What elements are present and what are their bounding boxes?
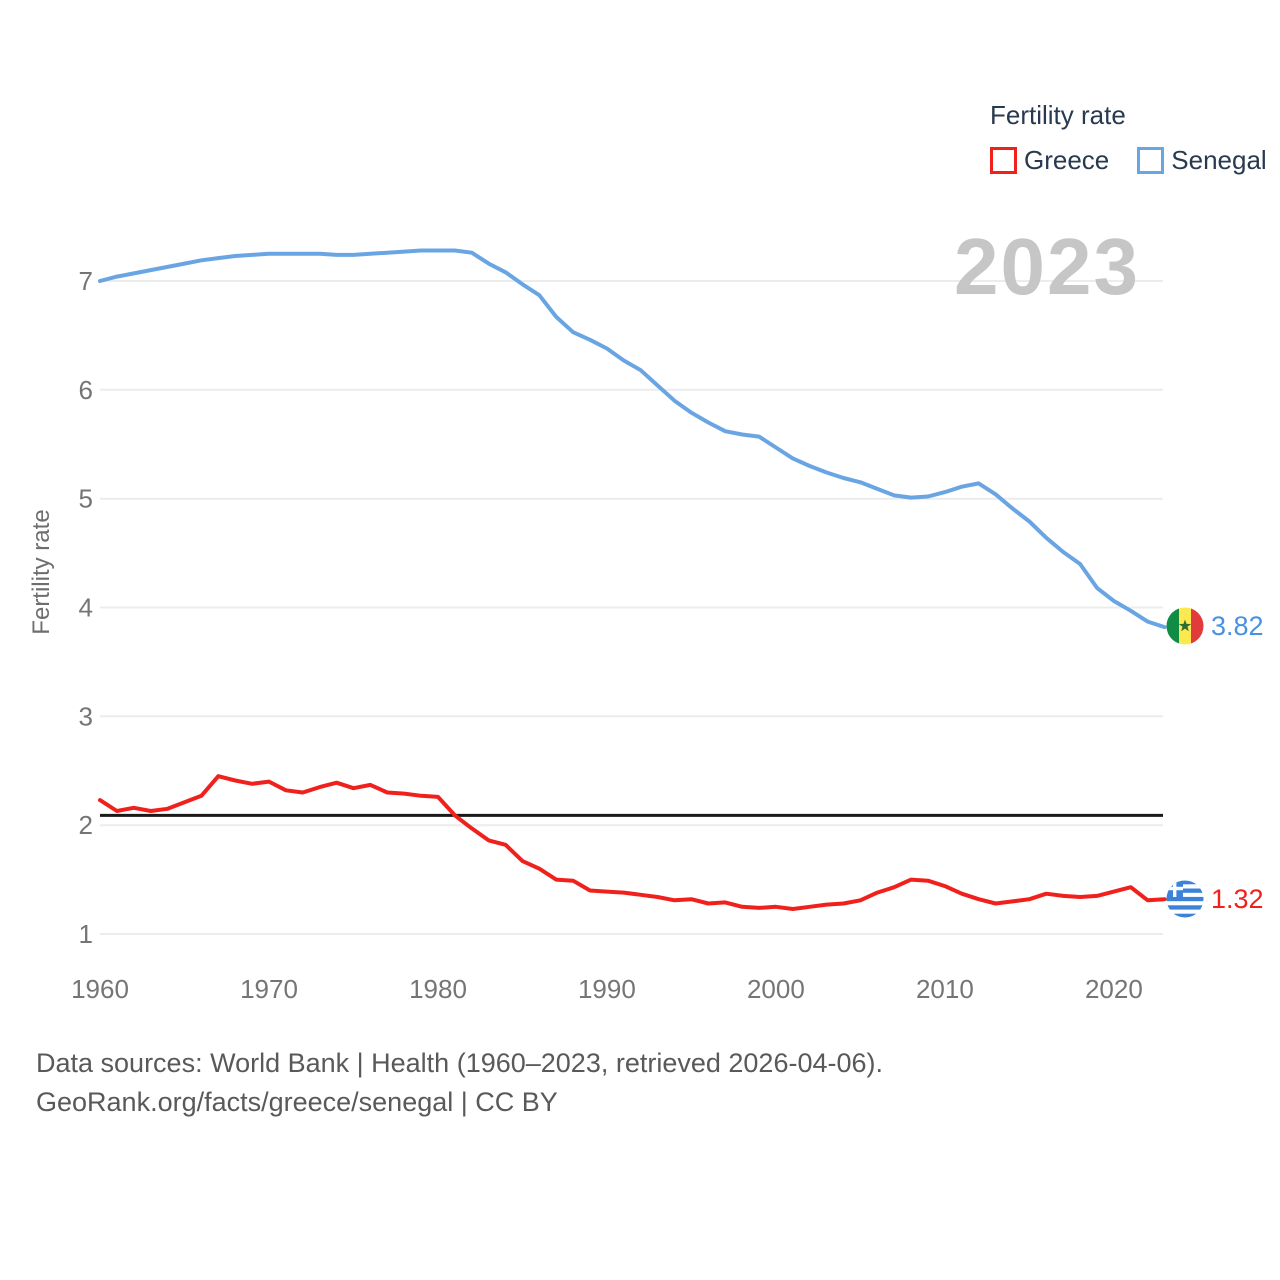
greece-end-label: 1.32 <box>1166 880 1264 918</box>
fertility-chart: 1 2 3 4 5 6 7 1960 1970 1980 1990 2000 2010 2020 <box>71 248 1167 1004</box>
chart-legend: Fertility rate Greece Senegal <box>990 100 1267 176</box>
y-axis-title: Fertility rate <box>28 509 55 635</box>
legend-title: Fertility rate <box>990 100 1126 130</box>
senegal-swatch-icon <box>1137 147 1165 174</box>
senegal-flag-icon <box>1166 607 1204 645</box>
y-tick-label-3: 3 <box>79 701 93 731</box>
x-tick-label-2020: 2020 <box>1085 974 1143 1004</box>
legend-item-senegal[interactable]: Senegal <box>1137 145 1267 176</box>
year-watermark: 2023 <box>954 222 1140 311</box>
legend-row: Greece Senegal <box>990 145 1267 176</box>
legend-label-greece: Greece <box>1024 145 1110 175</box>
legend-label-senegal: Senegal <box>1171 145 1267 175</box>
greece-end-value: 1.32 <box>1211 884 1264 914</box>
greece-swatch-icon <box>990 147 1017 174</box>
senegal-end-value: 3.82 <box>1211 611 1264 641</box>
attribution-link-text: GeoRank.org/facts/greece/senegal | CC BY <box>36 1087 558 1117</box>
series-line-greece <box>98 774 1167 911</box>
y-tick-label-2: 2 <box>79 810 93 840</box>
y-tick-label-4: 4 <box>79 593 93 623</box>
senegal-end-label: 3.82 <box>1166 607 1264 645</box>
legend-item-greece[interactable]: Greece <box>990 145 1109 176</box>
y-tick-label-7: 7 <box>79 266 93 296</box>
x-tick-label-1970: 1970 <box>240 974 298 1004</box>
x-tick-label-1990: 1990 <box>578 974 636 1004</box>
x-tick-label-2000: 2000 <box>747 974 805 1004</box>
series-line-senegal <box>98 248 1167 630</box>
x-tick-label-1980: 1980 <box>409 974 467 1004</box>
x-tick-label-2010: 2010 <box>916 974 974 1004</box>
footer: Data sources: World Bank | Health (1960–… <box>36 1044 883 1122</box>
x-tick-label-1960: 1960 <box>71 974 129 1004</box>
data-sources-text: Data sources: World Bank | Health (1960–… <box>36 1048 883 1078</box>
y-tick-label-6: 6 <box>79 375 93 405</box>
y-tick-label-1: 1 <box>79 919 93 949</box>
greece-flag-icon <box>1166 880 1204 918</box>
y-tick-label-5: 5 <box>79 484 93 514</box>
